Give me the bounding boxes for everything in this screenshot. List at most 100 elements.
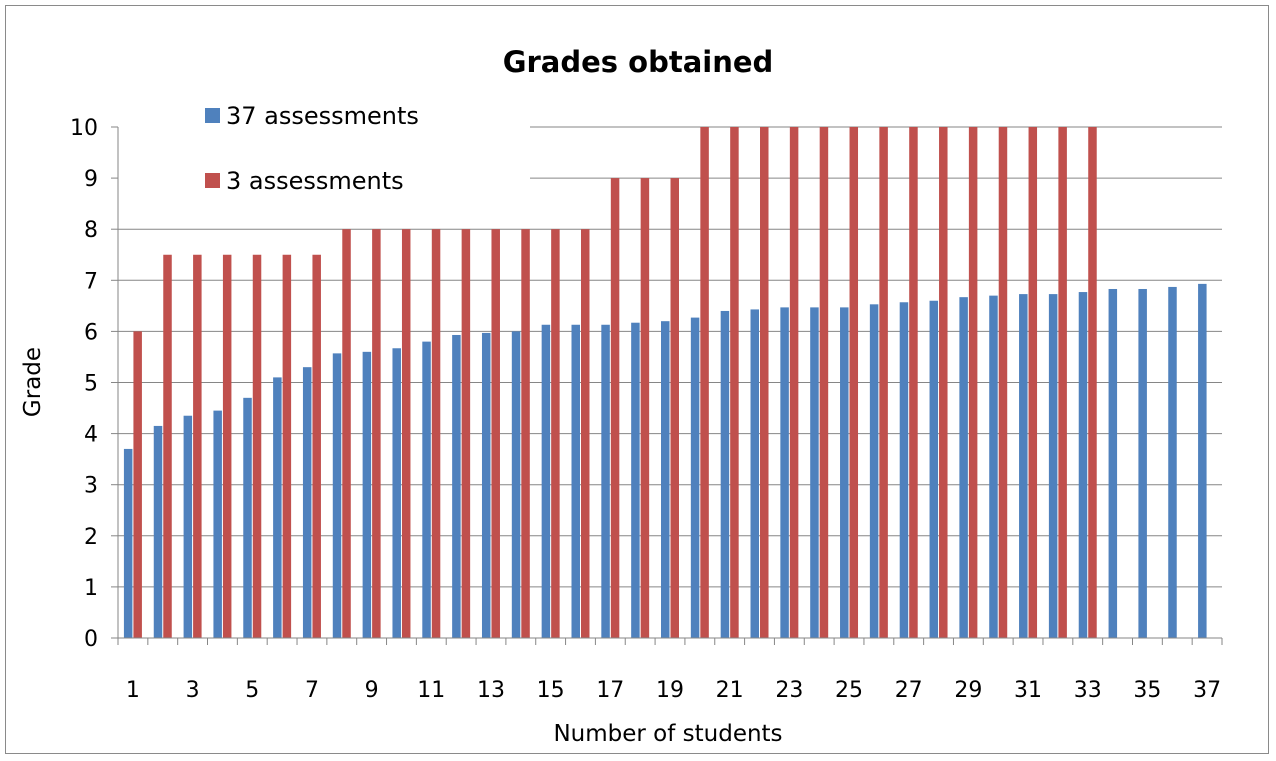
y-tick-label: 10	[70, 116, 98, 141]
x-tick-label: 25	[835, 678, 863, 703]
bar-3-assessments-19	[670, 178, 679, 638]
bar-37-assessments-24	[810, 307, 819, 638]
bar-37-assessments-1	[123, 448, 133, 638]
bar-3-assessments-11	[431, 229, 441, 638]
bar-37-assessments-12	[452, 334, 461, 638]
x-tick-label: 1	[126, 678, 140, 703]
bar-37-assessments-25	[840, 307, 849, 638]
y-tick-label: 4	[84, 423, 98, 448]
bar-37-assessments-30	[989, 295, 998, 638]
x-tick-label: 35	[1133, 678, 1161, 703]
bar-3-assessments-15	[551, 229, 560, 638]
bar-3-assessments-6	[282, 254, 292, 638]
legend-item-3-assessments: 3 assessments	[205, 167, 404, 195]
x-tick-label: 5	[245, 678, 259, 703]
y-tick-label: 0	[84, 627, 98, 652]
x-tick-label: 11	[417, 678, 445, 703]
bar-3-assessments-30	[998, 127, 1008, 638]
bar-3-assessments-29	[968, 127, 978, 638]
bar-37-assessments-28	[929, 300, 939, 638]
chart-title: Grades obtained	[503, 45, 774, 79]
bar-37-assessments-33	[1078, 292, 1088, 638]
x-tick-label: 29	[954, 678, 982, 703]
x-tick-labels: 1 3 5 7 9 11 13 15 17 19 21 23 25 27 29 31 33 35 37	[126, 678, 1221, 703]
bar-37-assessments-26	[869, 304, 879, 638]
bar-37-assessments-35	[1138, 288, 1147, 638]
bar-37-assessments-18	[631, 322, 640, 638]
y-tick-label: 5	[84, 372, 98, 397]
bar-3-assessments-13	[491, 229, 500, 638]
x-tick-label: 9	[365, 678, 379, 703]
bar-3-assessments-24	[819, 127, 829, 638]
legend-swatch-37-assessments	[205, 108, 220, 123]
bar-3-assessments-25	[849, 127, 859, 638]
x-tick-label: 21	[716, 678, 744, 703]
bar-37-assessments-19	[661, 321, 670, 638]
bar-37-assessments-23	[780, 307, 789, 638]
bar-3-assessments-27	[909, 127, 918, 638]
x-tick-label: 23	[775, 678, 803, 703]
bar-37-assessments-6	[273, 377, 282, 638]
y-tick-label: 8	[84, 218, 98, 243]
x-tick-label: 13	[477, 678, 505, 703]
x-tick-label: 19	[656, 678, 684, 703]
bar-37-assessments-9	[362, 351, 372, 638]
x-tick-label: 31	[1014, 678, 1042, 703]
x-tick-label: 37	[1193, 678, 1221, 703]
bar-37-assessments-34	[1108, 288, 1118, 638]
x-tick-label: 3	[186, 678, 200, 703]
bar-37-assessments-7	[302, 367, 312, 638]
bar-3-assessments-3	[193, 254, 202, 638]
bar-37-assessments-14	[511, 331, 521, 638]
bar-37-assessments-36	[1168, 286, 1177, 638]
x-tick-label: 27	[895, 678, 923, 703]
legend-swatch-3-assessments	[205, 173, 220, 188]
bar-3-assessments-5	[252, 254, 262, 638]
bar-37-assessments-15	[541, 324, 551, 638]
bar-3-assessments-9	[372, 229, 381, 638]
bar-3-assessments-14	[521, 229, 530, 638]
bars	[123, 127, 1207, 638]
bar-3-assessments-32	[1058, 127, 1067, 638]
legend-label-3-assessments: 3 assessments	[226, 167, 404, 195]
x-axis-label: Number of students	[553, 721, 782, 747]
bar-37-assessments-37	[1198, 283, 1207, 638]
bar-3-assessments-21	[730, 127, 739, 638]
bar-37-assessments-3	[183, 415, 193, 638]
bar-37-assessments-11	[422, 341, 431, 638]
x-tick-label: 15	[537, 678, 565, 703]
bar-3-assessments-22	[760, 127, 769, 638]
bar-3-assessments-8	[342, 229, 351, 638]
y-tick-label: 3	[84, 474, 98, 499]
bar-3-assessments-26	[879, 127, 888, 638]
y-axis-label: Grade	[20, 347, 46, 417]
bar-3-assessments-31	[1028, 127, 1038, 638]
x-tick-label: 7	[305, 678, 319, 703]
legend: 37 assessments 3 assessments	[205, 102, 419, 195]
bar-3-assessments-16	[580, 229, 590, 638]
bar-37-assessments-21	[720, 310, 730, 638]
y-tick-label: 1	[84, 576, 98, 601]
bar-3-assessments-7	[312, 254, 321, 638]
bar-3-assessments-10	[401, 229, 411, 638]
bar-37-assessments-22	[750, 309, 760, 638]
bar-3-assessments-2	[163, 254, 172, 638]
y-tick-label: 9	[84, 167, 98, 192]
bar-3-assessments-12	[461, 229, 471, 638]
bar-37-assessments-16	[571, 324, 580, 638]
legend-label-37-assessments: 37 assessments	[226, 102, 419, 130]
x-tick-label: 17	[596, 678, 624, 703]
y-tick-label: 2	[84, 525, 98, 550]
bar-37-assessments-10	[392, 348, 401, 638]
bar-37-assessments-5	[243, 397, 252, 638]
bar-3-assessments-4	[222, 254, 232, 638]
bar-37-assessments-32	[1048, 294, 1058, 638]
y-tick-labels: 0 1 2 3 4 5 6 7 8 9 10	[70, 116, 98, 652]
y-tick-label: 6	[84, 320, 98, 345]
y-tick-label: 7	[84, 269, 98, 294]
bar-37-assessments-4	[213, 410, 222, 638]
x-tick-label: 33	[1074, 678, 1102, 703]
bar-37-assessments-17	[601, 324, 610, 638]
bar-3-assessments-18	[640, 178, 650, 638]
